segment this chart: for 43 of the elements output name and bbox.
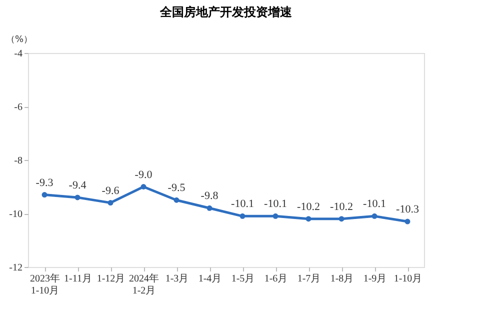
data-label: -9.3 [36, 176, 54, 189]
point [174, 197, 180, 203]
x-tick-label: 1-11月 [64, 274, 92, 284]
data-label: -9.8 [200, 190, 219, 202]
data-label: -10.1 [231, 198, 254, 210]
point [272, 213, 278, 219]
data-label: -9.4 [68, 179, 87, 192]
x-tick-label: 1-10月 [394, 274, 422, 284]
x-tick-label: 1-12月 [96, 274, 126, 284]
point [338, 216, 344, 222]
data-label: -10.3 [396, 204, 420, 216]
point [140, 184, 146, 190]
x-tick-label: 1-7月 [297, 274, 321, 284]
point [42, 192, 48, 198]
x-tick-label: 1-6月 [264, 274, 288, 284]
y-tick-label: -8 [14, 156, 22, 166]
y-tick-label: -10 [9, 209, 22, 220]
x-tick-label: 1-3月 [165, 274, 189, 284]
point [372, 213, 378, 219]
data-label: -10.2 [297, 200, 320, 213]
data-label: -9.5 [168, 182, 186, 194]
point [306, 216, 312, 222]
data-label: -9.0 [134, 168, 153, 181]
data-label: -10.1 [264, 198, 287, 210]
point [206, 205, 212, 211]
y-tick-label: -12 [9, 262, 22, 274]
y-tick-label: -6 [14, 102, 22, 113]
chart-title: 全国房地产开发投资增速 [159, 5, 293, 19]
x-tick-label: 1-9月 [363, 274, 387, 284]
data-label: -9.6 [102, 184, 120, 197]
point [74, 194, 80, 200]
data-label: -10.1 [363, 198, 386, 210]
x-tick-label: 1-5月 [231, 274, 255, 284]
x-tick-label: 2023年 1-10月 [30, 272, 60, 296]
point [108, 200, 114, 206]
x-tick-label: 1-4月 [198, 274, 222, 284]
point [240, 213, 246, 219]
x-tick-label: 1-8月 [330, 274, 354, 284]
point [404, 218, 410, 224]
data-label: -10.2 [330, 200, 353, 213]
y-axis-title: （%） [6, 35, 33, 45]
y-tick-label: -4 [14, 48, 22, 60]
x-tick-label: 2024年 1-2月 [129, 272, 159, 296]
